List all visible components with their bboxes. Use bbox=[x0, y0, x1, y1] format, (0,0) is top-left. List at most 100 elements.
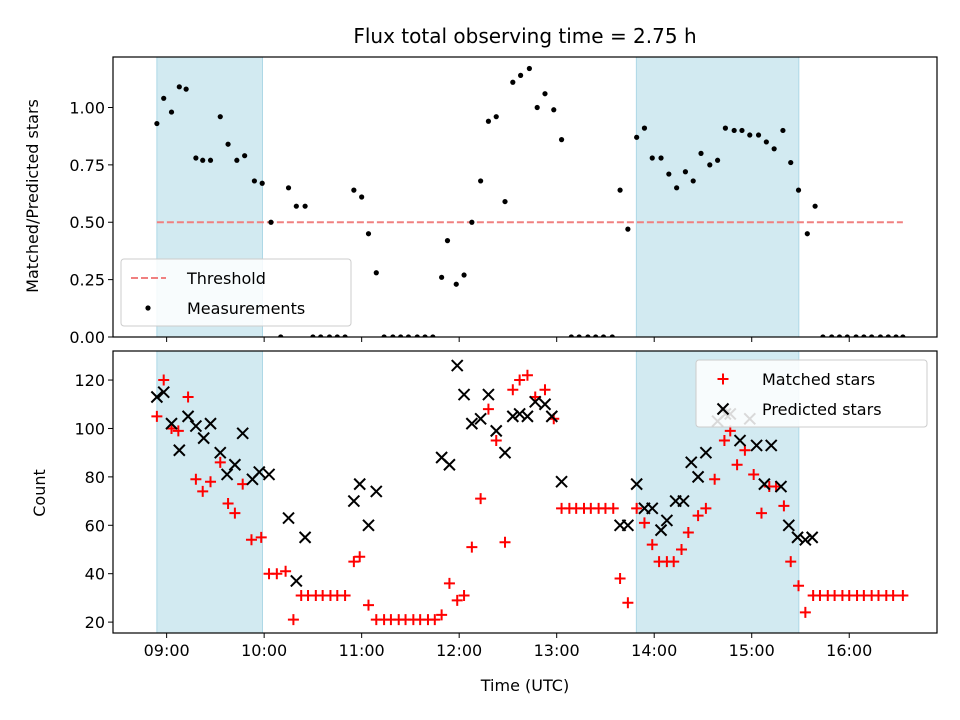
bottom-legend-plus-swatch bbox=[717, 373, 729, 385]
top-dot-point-6 bbox=[193, 155, 199, 161]
top-dot-point-21 bbox=[318, 334, 324, 337]
top-dot-point-47 bbox=[526, 65, 532, 72]
top-dot-point-85 bbox=[836, 334, 843, 337]
top-dot-point-73 bbox=[739, 127, 745, 134]
top-dot-point-15 bbox=[268, 219, 274, 225]
x-tick-label-2: 10:00 bbox=[241, 641, 287, 660]
top-dot-point-28 bbox=[373, 270, 379, 276]
top-legend-label-2: Measurements bbox=[187, 299, 305, 318]
top-dot-point-26 bbox=[359, 194, 365, 200]
top-dot-point-88 bbox=[861, 334, 867, 337]
top-dot-point-5 bbox=[183, 86, 189, 92]
x-tick-label-6: 14:00 bbox=[631, 641, 677, 660]
top-legend-dot-swatch bbox=[145, 305, 151, 311]
bottom-plus-point-18 bbox=[287, 614, 299, 626]
bottom-x-point-6 bbox=[189, 419, 203, 433]
bottom-y-tick-label-1: 20 bbox=[85, 613, 105, 632]
bottom-plus-point-38 bbox=[436, 609, 448, 621]
top-dot-point-52 bbox=[568, 334, 574, 337]
bottom-x-point-19 bbox=[347, 494, 361, 508]
bottom-x-point-20 bbox=[353, 477, 366, 491]
top-dot-point-1 bbox=[154, 120, 160, 127]
top-panel-ratio-chart: 0.00 0.25 0.50 0.75 1.00 Threshold Measurement… bbox=[69, 56, 938, 347]
bottom-plus-point-70 bbox=[682, 527, 694, 539]
bottom-x-point-16 bbox=[282, 511, 295, 525]
bottom-axes-frame bbox=[112, 350, 938, 634]
bottom-x-point-25 bbox=[451, 359, 464, 372]
bottom-x-point-37 bbox=[545, 410, 559, 423]
top-dot-point-72 bbox=[731, 127, 737, 134]
top-dot-point-36 bbox=[439, 274, 445, 280]
bottom-x-point-33 bbox=[513, 407, 526, 421]
top-y-tick-label-4: 0.75 bbox=[69, 156, 105, 175]
bottom-plus-point-82 bbox=[778, 500, 790, 512]
bottom-x-point-45 bbox=[660, 514, 674, 527]
top-dot-point-77 bbox=[771, 146, 777, 152]
top-dot-point-83 bbox=[820, 334, 826, 337]
bottom-legend: Matched stars Predicted stars bbox=[695, 359, 928, 428]
bottom-plus-point-98 bbox=[897, 589, 909, 601]
bottom-shaded-interval-1 bbox=[156, 351, 263, 633]
top-dot-point-69 bbox=[707, 162, 713, 168]
bottom-x-point-38 bbox=[555, 475, 568, 488]
bottom-plus-point-25 bbox=[339, 589, 351, 601]
top-dot-point-90 bbox=[877, 334, 884, 337]
top-dot-point-64 bbox=[666, 171, 672, 177]
top-dot-point-16 bbox=[278, 334, 284, 337]
bottom-x-point-60 bbox=[782, 519, 795, 532]
bottom-plus-point-60 bbox=[607, 502, 619, 514]
bottom-x-point-35 bbox=[529, 395, 542, 409]
top-dot-point-37 bbox=[444, 238, 451, 244]
bottom-plus-point-28 bbox=[362, 599, 374, 611]
bottom-plus-point-79 bbox=[755, 507, 767, 519]
top-legend: Threshold Measurements bbox=[120, 258, 352, 327]
top-dot-point-75 bbox=[755, 132, 762, 138]
top-dot-point-70 bbox=[714, 157, 721, 163]
bottom-plus-point-37 bbox=[429, 614, 441, 626]
bottom-y-tick-label-4: 80 bbox=[85, 468, 105, 487]
top-dot-point-30 bbox=[390, 334, 396, 337]
bottom-x-point-3 bbox=[165, 417, 178, 430]
bottom-plus-point-17 bbox=[280, 565, 292, 577]
bottom-plus-point-9 bbox=[214, 456, 226, 468]
bottom-plus-point-41 bbox=[458, 589, 470, 601]
bottom-plus-point-43 bbox=[475, 493, 487, 505]
top-dot-point-18 bbox=[293, 203, 299, 209]
bottom-y-tick-label-2: 40 bbox=[85, 565, 105, 584]
bottom-plus-point-71 bbox=[692, 510, 704, 522]
bottom-y-tick-label-6: 120 bbox=[74, 371, 105, 390]
bottom-x-point-4 bbox=[173, 444, 186, 457]
top-dot-point-59 bbox=[625, 226, 631, 232]
bottom-x-point-31 bbox=[498, 446, 512, 459]
bottom-plus-point-84 bbox=[793, 580, 805, 592]
top-dot-point-51 bbox=[558, 137, 565, 143]
top-dot-point-41 bbox=[478, 178, 484, 184]
x-tick-label-5: 13:00 bbox=[534, 641, 580, 660]
top-dot-point-43 bbox=[493, 114, 499, 120]
bottom-plus-point-69 bbox=[676, 543, 688, 555]
top-dot-point-22 bbox=[326, 334, 333, 337]
top-dot-point-48 bbox=[534, 104, 540, 111]
top-dot-point-61 bbox=[641, 125, 648, 131]
bottom-x-point-29 bbox=[482, 388, 495, 401]
bottom-x-point-12 bbox=[236, 427, 249, 440]
top-dot-point-49 bbox=[542, 91, 548, 97]
bottom-x-point-9 bbox=[214, 446, 227, 459]
top-dot-point-54 bbox=[585, 334, 591, 337]
bottom-plus-point-46 bbox=[499, 536, 511, 548]
top-dot-point-13 bbox=[251, 178, 257, 184]
bottom-plus-point-16 bbox=[271, 568, 283, 580]
bottom-plus-point-85 bbox=[799, 606, 811, 618]
bottom-plus-point-2 bbox=[158, 374, 170, 386]
top-dot-point-82 bbox=[812, 203, 818, 209]
bottom-x-point-36 bbox=[538, 398, 552, 411]
top-dot-point-10 bbox=[225, 141, 231, 147]
bottom-x-point-58 bbox=[765, 439, 778, 452]
bottom-x-point-57 bbox=[758, 477, 771, 491]
bottom-plus-point-4 bbox=[172, 425, 184, 437]
bottom-x-point-48 bbox=[685, 456, 698, 469]
bottom-x-point-41 bbox=[630, 477, 643, 491]
bottom-x-point-40 bbox=[621, 519, 635, 532]
bottom-x-point-32 bbox=[506, 410, 520, 423]
